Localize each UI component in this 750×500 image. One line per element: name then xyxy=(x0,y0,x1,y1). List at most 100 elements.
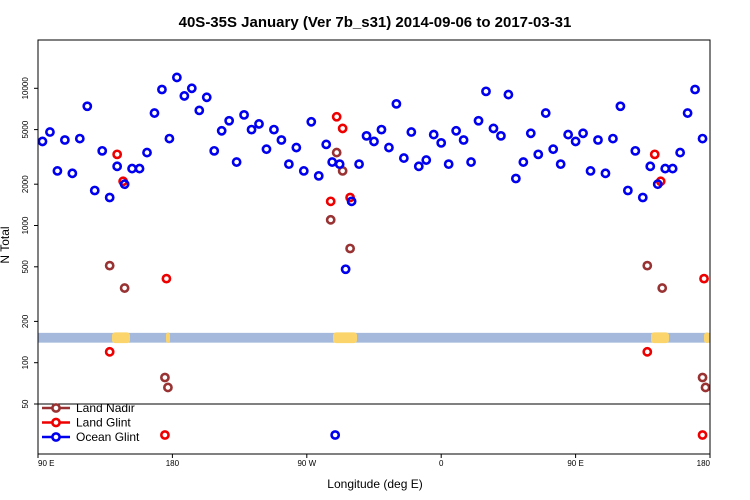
ocean-glint-point xyxy=(548,144,559,155)
ocean-glint-point xyxy=(45,127,55,137)
ocean-glint-point xyxy=(224,115,235,126)
land-nadir-point xyxy=(104,260,115,271)
ocean-glint-point xyxy=(89,185,100,196)
ocean-glint-point xyxy=(346,196,357,207)
ocean-glint-point xyxy=(59,135,70,145)
ocean-glint-point xyxy=(413,161,424,172)
data-points xyxy=(37,72,711,440)
ocean-glint-point xyxy=(246,124,257,135)
ocean-glint-point xyxy=(518,157,529,167)
ocean-glint-point xyxy=(563,129,574,140)
ocean-glint-point xyxy=(503,89,514,100)
y-axis-ticks: 50 100 200 500 1000 2000 5000 10000 xyxy=(21,77,38,408)
ocean-glint-point xyxy=(321,139,332,150)
y-tick-label: 10000 xyxy=(21,77,30,100)
ocean-glint-point xyxy=(239,109,249,120)
ocean-glint-point xyxy=(667,163,678,174)
ocean-glint-point xyxy=(340,264,351,275)
y-tick-label: 50 xyxy=(21,399,30,408)
ocean-glint-point xyxy=(216,125,227,136)
ocean-glint-point xyxy=(171,72,182,83)
ocean-glint-point xyxy=(134,163,145,174)
ocean-glint-point xyxy=(615,101,626,112)
x-tick-label: 180 xyxy=(166,459,180,468)
x-tick-label: 0 xyxy=(439,459,444,468)
ocean-glint-point xyxy=(291,142,302,153)
land-nadir-point xyxy=(119,283,130,293)
y-axis-label: N Total xyxy=(0,226,12,263)
ocean-glint-point xyxy=(682,108,693,118)
ocean-glint-point xyxy=(421,155,432,165)
land-glint-point xyxy=(325,196,336,207)
ocean-glint-point xyxy=(306,116,317,127)
y-tick-label: 1000 xyxy=(21,216,30,234)
ocean-glint-point xyxy=(384,142,394,153)
ocean-glint-point xyxy=(67,168,78,179)
ocean-glint-point xyxy=(540,108,551,118)
ocean-glint-point xyxy=(391,98,402,109)
ocean-glint-point xyxy=(313,170,324,181)
ocean-glint-point xyxy=(52,166,63,176)
ocean-glint-point xyxy=(451,125,462,136)
ocean-glint-point xyxy=(269,124,279,135)
ocean-glint-point xyxy=(608,133,618,144)
ocean-glint-point xyxy=(533,149,544,160)
land-glint-point xyxy=(642,346,653,357)
chart-title: 40S-35S January (Ver 7b_s31) 2014-09-06 … xyxy=(179,14,572,31)
legend-marker xyxy=(51,432,61,442)
land-mass xyxy=(166,332,170,344)
ocean-glint-point xyxy=(37,136,48,147)
legend-marker xyxy=(51,417,61,428)
x-tick-label: 90 E xyxy=(567,459,583,468)
land-glint-offscale-point xyxy=(160,430,170,440)
land-mass xyxy=(704,332,710,344)
ocean-glint-point xyxy=(637,192,648,203)
ocean-glint-point xyxy=(578,128,588,139)
ocean-glint-point xyxy=(510,173,521,184)
land-nadir-point xyxy=(160,372,170,383)
ocean-glint-point xyxy=(376,124,387,135)
legend-label: Land Nadir xyxy=(76,401,135,415)
ocean-glint-point xyxy=(276,135,287,145)
legend-item-land-glint: Land Glint xyxy=(42,416,131,430)
ocean-glint-point xyxy=(194,105,205,116)
ocean-glint-point xyxy=(443,159,454,170)
land-nadir-point xyxy=(642,260,653,271)
ocean-glint-point xyxy=(209,145,220,156)
land-glint-point xyxy=(649,149,660,160)
x-axis-ticks: 90 E 180 90 W 0 90 E 180 xyxy=(37,454,711,468)
y-tick-label: 2000 xyxy=(21,175,30,193)
ocean-glint-point xyxy=(164,133,175,144)
ocean-glint-point xyxy=(186,83,197,94)
ocean-glint-point xyxy=(283,159,294,170)
land-glint-point xyxy=(104,346,115,357)
ocean-glint-point xyxy=(697,133,708,144)
x-tick-label: 90 W xyxy=(297,459,316,468)
land-band-ocean xyxy=(38,332,710,343)
ocean-glint-point xyxy=(406,127,417,137)
ocean-glint-point xyxy=(334,159,345,170)
land-nadir-point xyxy=(657,283,668,293)
land-nadir-point xyxy=(345,243,356,254)
ocean-glint-point xyxy=(261,144,272,155)
land-mass xyxy=(651,332,669,344)
ocean-glint-point xyxy=(466,157,476,167)
ocean-glint-point xyxy=(157,84,167,95)
ocean-glint-point xyxy=(496,130,506,141)
land-nadir-point xyxy=(700,382,711,393)
ocean-glint-point xyxy=(97,145,108,156)
ocean-glint-point xyxy=(622,185,633,196)
land-glint-point xyxy=(331,111,342,122)
legend-item-land-nadir: Land Nadir xyxy=(42,401,135,415)
ocean-glint-point xyxy=(630,145,641,156)
ocean-glint-point xyxy=(354,159,364,170)
land-glint-point xyxy=(699,273,709,284)
ocean-glint-point xyxy=(593,135,603,145)
land-mass xyxy=(112,332,130,344)
ocean-glint-point xyxy=(201,92,212,103)
ocean-glint-point xyxy=(254,119,264,129)
ocean-glint-point xyxy=(298,166,309,176)
ocean-glint-point xyxy=(361,130,372,141)
land-glint-point xyxy=(337,123,348,134)
ocean-glint-point xyxy=(645,161,656,172)
